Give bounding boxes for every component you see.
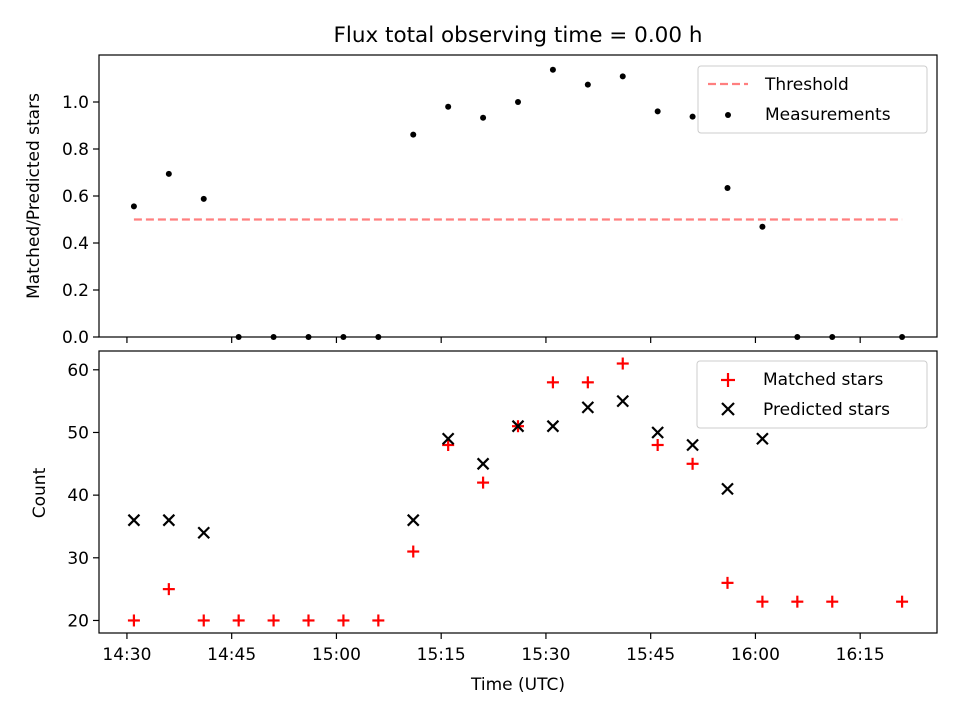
- count-panel-frame: [98, 350, 938, 634]
- predicted-star-point: [686, 438, 699, 452]
- matched-star-point: [686, 457, 699, 470]
- x-tick-label: 16:00: [731, 645, 780, 665]
- measurement-point: [619, 73, 626, 80]
- matched-star-point: [826, 595, 839, 608]
- measurement-point: [410, 131, 417, 138]
- y-tick-label: 1.0: [62, 93, 89, 113]
- matched-star-point: [546, 376, 559, 389]
- measurement-point: [445, 103, 452, 110]
- x-tick-label: 15:00: [312, 645, 361, 665]
- matched-star-point: [197, 614, 210, 627]
- measurement-point: [689, 113, 696, 120]
- ratio-y-axis-label: Matched/Predicted stars: [24, 93, 44, 299]
- measurement-point: [654, 108, 661, 115]
- measurement-point: [584, 81, 591, 88]
- matched-star-point: [232, 614, 245, 627]
- predicted-star-point: [162, 513, 176, 527]
- measurement-point: [724, 185, 731, 192]
- x-tick-label: 15:30: [521, 645, 570, 665]
- chart-title: Flux total observing time = 0.00 h: [334, 23, 703, 48]
- x-tick-label: 14:30: [102, 645, 151, 665]
- measurement-point: [200, 195, 207, 202]
- matched-star-point: [302, 614, 315, 627]
- y-tick-label: 50: [67, 423, 89, 443]
- matched-star-point: [127, 614, 140, 627]
- ratio-panel: 0.0 0.2 0.4 0.6 0.8 1.0 Matched/Predicted sta…: [24, 54, 938, 348]
- y-tick-label: 0.2: [62, 281, 89, 301]
- matched-star-point: [651, 439, 664, 451]
- matched-star-point: [372, 614, 385, 627]
- legend-predicted-swatch: [721, 402, 735, 416]
- y-tick-label: 60: [67, 361, 89, 381]
- predicted-star-point: [476, 457, 490, 471]
- x-tick-label: 14:45: [207, 645, 256, 665]
- measurement-point: [549, 66, 556, 73]
- predicted-star-point: [651, 426, 664, 439]
- matched-star-point: [162, 583, 175, 596]
- y-tick-label: 0.0: [62, 328, 89, 348]
- measurement-point: [165, 170, 172, 177]
- measurement-point: [130, 203, 137, 210]
- predicted-star-point: [616, 394, 630, 408]
- predicted-star-point: [721, 482, 734, 496]
- x-tick-label: 16:15: [836, 645, 885, 665]
- count-legend: Matched stars Predicted stars: [696, 360, 928, 429]
- predicted-star-point: [127, 513, 141, 527]
- y-tick-label: 40: [67, 486, 89, 506]
- measurement-point: [515, 99, 521, 105]
- legend-matched-swatch: [721, 373, 735, 387]
- y-tick-label: 20: [67, 611, 89, 631]
- predicted-star-point: [581, 401, 595, 414]
- legend-measurements-swatch: [725, 112, 731, 118]
- x-tick-label: 15:45: [626, 645, 675, 665]
- matched-star-point: [407, 545, 420, 558]
- legend-threshold-label: Threshold: [764, 75, 849, 95]
- legend-predicted-label: Predicted stars: [763, 400, 890, 420]
- predicted-star-point: [511, 419, 525, 433]
- count-panel: 20 30 40 50 60 14:30 14:45 15:00 15:15 15:30 15:4…: [30, 350, 938, 665]
- y-tick-label: 0.8: [62, 140, 89, 160]
- legend-matched-label: Matched stars: [763, 370, 883, 390]
- predicted-star-point: [197, 526, 211, 540]
- y-tick-label: 0.4: [62, 234, 89, 254]
- count-y-axis-label: Count: [30, 467, 50, 518]
- matched-star-point: [756, 595, 769, 608]
- matched-star-point: [721, 576, 734, 589]
- matched-star-point: [581, 376, 594, 389]
- y-tick-label: 30: [67, 549, 89, 569]
- measurement-point: [480, 114, 487, 121]
- y-tick-label: 0.6: [62, 187, 89, 207]
- legend-measurements-label: Measurements: [765, 105, 891, 125]
- x-axis-label: Time (UTC): [470, 675, 565, 695]
- ratio-legend: Threshold Measurements: [697, 65, 928, 134]
- matched-star-point: [616, 357, 629, 370]
- predicted-star-point: [441, 432, 455, 446]
- predicted-star-point: [756, 432, 769, 446]
- matched-star-point: [267, 614, 280, 627]
- matched-star-point: [791, 595, 804, 608]
- x-tick-label: 15:15: [417, 645, 466, 665]
- matched-star-point: [442, 439, 455, 451]
- measurement-point: [759, 223, 766, 230]
- matched-star-point: [477, 476, 490, 489]
- predicted-star-point: [406, 513, 420, 527]
- matched-star-point: [896, 595, 909, 608]
- matched-star-point: [337, 614, 350, 627]
- predicted-star-point: [546, 419, 560, 433]
